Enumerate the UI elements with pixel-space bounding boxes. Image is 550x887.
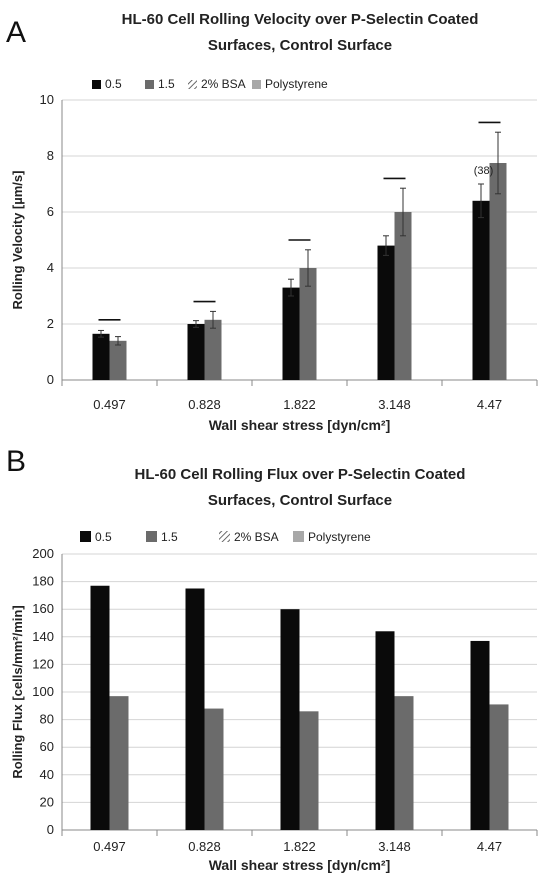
legend-label: Polystyrene: [265, 77, 328, 91]
bar-series-1_5-0.828: [204, 319, 222, 380]
x-tick-label: 4.47: [477, 839, 502, 854]
legend-swatch: [146, 531, 157, 542]
legend-swatch: [80, 531, 91, 542]
bar-series-0_5-3.148: [377, 245, 395, 380]
bar-series-1_5-4.47: [489, 704, 509, 830]
legend-swatch: [252, 80, 261, 89]
bar-series-1_5-1.822: [299, 268, 317, 380]
bar-series-1_5-4.47: [489, 163, 507, 380]
y-tick-label: 40: [40, 767, 54, 782]
y-tick-label: 60: [40, 739, 54, 754]
bar-series-0_5-0.497: [90, 585, 110, 830]
y-tick-label: 140: [32, 629, 54, 644]
y-tick-label: 200: [32, 546, 54, 561]
bar-series-0_5-4.47: [472, 200, 490, 380]
chart-title-line1: HL-60 Cell Rolling Velocity over P-Selec…: [122, 11, 479, 28]
chart-b-svg: B HL-60 Cell Rolling Flux over P-Selectin…: [6, 445, 538, 873]
legend-label: 1.5: [158, 77, 175, 91]
annotation-label: (38): [474, 165, 494, 177]
x-tick-label: 4.47: [477, 397, 502, 412]
y-tick-label: 120: [32, 656, 54, 671]
legend-label: 0.5: [95, 530, 112, 544]
y-tick-label: 2: [47, 316, 54, 331]
chart-title-line1: HL-60 Cell Rolling Flux over P-Selectin …: [135, 466, 466, 483]
legend-label: 0.5: [105, 77, 122, 91]
y-tick-label: 160: [32, 601, 54, 616]
chart-panel-a: A HL-60 Cell Rolling Velocity over P-Sele…: [0, 0, 550, 441]
bar-series-1_5-0.497: [109, 696, 129, 830]
y-tick-label: 4: [47, 260, 54, 275]
y-tick-label: 100: [32, 684, 54, 699]
bar-series-1_5-1.822: [299, 711, 319, 830]
bar-series-0_5-3.148: [375, 631, 395, 830]
y-tick-label: 10: [40, 92, 54, 107]
y-tick-label: 180: [32, 574, 54, 589]
y-tick-label: 8: [47, 148, 54, 163]
y-tick-label: 0: [47, 372, 54, 387]
panel-letter: B: [6, 445, 26, 478]
bar-series-0_5-0.828: [185, 588, 205, 830]
panel-letter: A: [6, 16, 26, 49]
legend-swatch: [188, 80, 197, 89]
y-tick-label: 6: [47, 204, 54, 219]
x-tick-label: 0.828: [188, 397, 221, 412]
x-tick-label: 0.828: [188, 839, 221, 854]
legend-label: 2% BSA: [201, 77, 246, 91]
bar-series-1_5-0.828: [204, 708, 224, 830]
y-axis-label: Rolling Flux [cells/mm²/min]: [10, 605, 25, 778]
x-tick-label: 0.497: [93, 397, 126, 412]
legend-swatch: [92, 80, 101, 89]
legend-label: 1.5: [161, 530, 178, 544]
x-axis-label: Wall shear stress [dyn/cm²]: [209, 417, 391, 433]
bar-series-1_5-3.148: [394, 696, 414, 830]
bar-series-1_5-3.148: [394, 212, 412, 380]
legend-swatch: [219, 531, 230, 542]
chart-title-line2: Surfaces, Control Surface: [208, 37, 392, 54]
bar-series-0_5-1.822: [282, 287, 300, 380]
legend-swatch: [145, 80, 154, 89]
y-tick-label: 80: [40, 712, 54, 727]
legend-label: 2% BSA: [234, 530, 279, 544]
chart-a-svg: A HL-60 Cell Rolling Velocity over P-Sele…: [6, 11, 538, 433]
y-tick-label: 0: [47, 822, 54, 837]
bar-series-0_5-0.828: [187, 324, 205, 380]
x-tick-label: 1.822: [283, 839, 316, 854]
x-tick-label: 1.822: [283, 397, 316, 412]
bar-series-0_5-4.47: [470, 640, 490, 830]
bar-series-0_5-1.822: [280, 609, 300, 830]
legend-label: Polystyrene: [308, 530, 371, 544]
y-tick-label: 20: [40, 794, 54, 809]
legend-swatch: [293, 531, 304, 542]
y-axis-label: Rolling Velocity [µm/s]: [10, 171, 25, 310]
x-axis-label: Wall shear stress [dyn/cm²]: [209, 857, 391, 873]
bar-series-1_5-0.497: [109, 340, 127, 380]
bar-series-0_5-0.497: [92, 333, 110, 380]
x-tick-label: 0.497: [93, 839, 126, 854]
chart-panel-b: B HL-60 Cell Rolling Flux over P-Selectin…: [0, 441, 550, 882]
x-tick-label: 3.148: [378, 839, 411, 854]
x-tick-label: 3.148: [378, 397, 411, 412]
chart-title-line2: Surfaces, Control Surface: [208, 492, 392, 509]
